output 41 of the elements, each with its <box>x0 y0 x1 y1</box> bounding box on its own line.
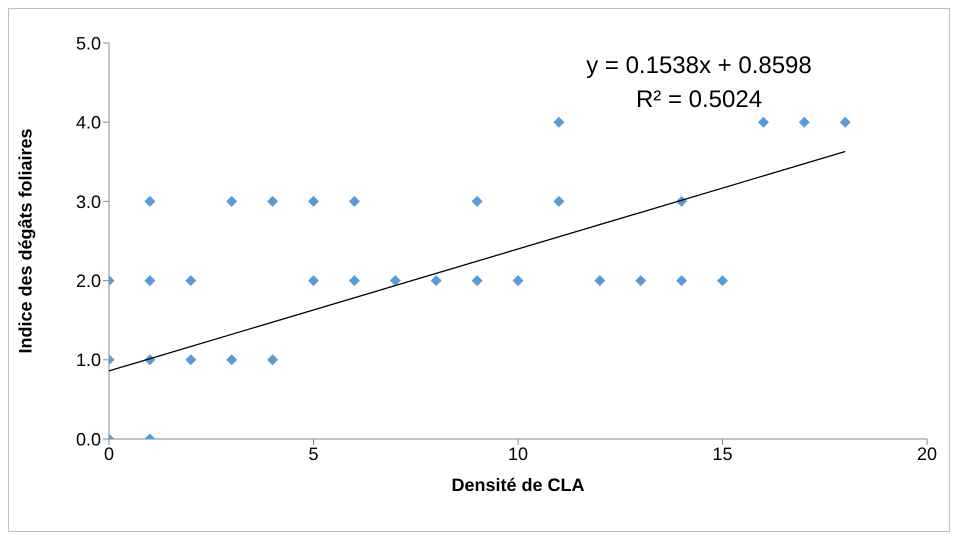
point <box>512 275 524 286</box>
x-tick-label: 10 <box>508 444 528 464</box>
point <box>144 196 156 207</box>
point <box>840 116 851 128</box>
point <box>430 275 442 286</box>
x-axis-title: Densité de CLA <box>451 475 585 495</box>
y-tick-label: 5.0 <box>76 33 101 54</box>
point <box>472 275 483 286</box>
y-tick-label: 3.0 <box>76 192 101 212</box>
point <box>185 275 196 286</box>
point <box>185 354 196 366</box>
y-axis-title: Indice des dégâts foliaires <box>15 128 36 354</box>
point <box>267 354 278 366</box>
point <box>553 116 564 128</box>
x-tick-label: 0 <box>104 444 114 464</box>
point <box>798 116 810 128</box>
point <box>594 275 606 286</box>
x-tick-label: 20 <box>916 444 938 464</box>
point <box>308 196 319 207</box>
y-tick-label: 4.0 <box>76 112 101 133</box>
point <box>144 275 156 286</box>
point <box>635 275 646 286</box>
point <box>758 116 769 128</box>
point <box>348 275 360 286</box>
point <box>308 275 319 286</box>
x-tick-label: 15 <box>712 444 733 464</box>
x-tick-label: 5 <box>308 444 319 464</box>
point <box>553 196 564 207</box>
point <box>717 275 728 286</box>
y-tick-label: 1.0 <box>76 350 101 370</box>
point <box>226 196 238 207</box>
point <box>267 196 278 207</box>
point <box>676 275 688 286</box>
point <box>472 196 483 207</box>
annotation: y = 0.1538x + 0.8598 <box>585 51 813 81</box>
y-tick-label: 0.0 <box>76 429 101 450</box>
y-tick-label: 2.0 <box>76 270 101 291</box>
point <box>390 275 401 286</box>
annotation: R² = 0.5024 <box>634 85 764 115</box>
point <box>348 196 360 207</box>
point <box>226 354 238 366</box>
